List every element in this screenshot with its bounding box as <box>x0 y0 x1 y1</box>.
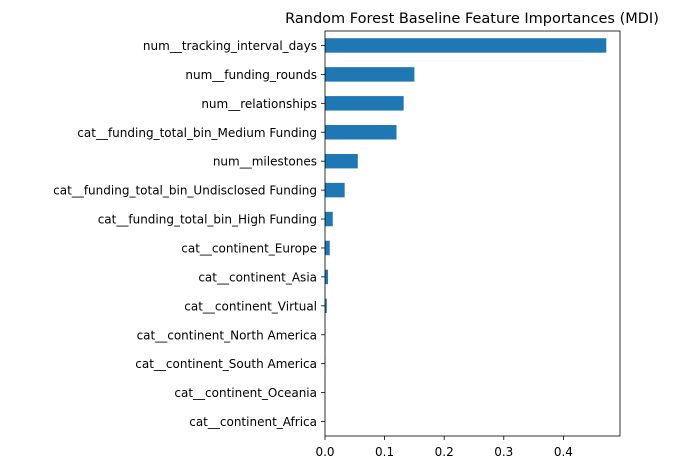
y-tick-label-cat-continent-europe: cat__continent_Europe <box>181 241 317 255</box>
y-tick-label-cat-funding-total-bin-high-funding: cat__funding_total_bin_High Funding <box>98 213 317 227</box>
y-tick-label-cat-continent-oceania: cat__continent_Oceania <box>174 386 317 400</box>
x-tick-label: 0.4 <box>554 445 573 459</box>
bar-cat-continent-asia <box>325 270 328 284</box>
y-tick-label-num-funding-rounds: num__funding_rounds <box>185 68 317 82</box>
y-tick-label-cat-funding-total-bin-medium-funding: cat__funding_total_bin_Medium Funding <box>77 126 317 140</box>
y-tick-label-cat-continent-africa: cat__continent_Africa <box>189 415 317 429</box>
y-tick-labels: num__tracking_interval_days num__funding_… <box>53 39 325 429</box>
axes-frame <box>325 31 620 436</box>
y-tick-label-cat-continent-south-america: cat__continent_South America <box>135 357 317 371</box>
bar-num-milestones <box>325 154 358 168</box>
bar-cat-funding-total-bin-undisclosed-funding <box>325 183 345 197</box>
y-tick-label-cat-continent-north-america: cat__continent_North America <box>137 328 317 342</box>
bar-cat-continent-europe <box>325 241 330 255</box>
y-tick-label-cat-funding-total-bin-undisclosed-funding: cat__funding_total_bin_Undisclosed Fundi… <box>53 184 317 198</box>
bar-num-tracking-interval-days <box>325 38 606 52</box>
y-tick-label-cat-continent-asia: cat__continent_Asia <box>198 270 317 284</box>
x-tick-label: 0.3 <box>494 445 513 459</box>
bar-cat-funding-total-bin-high-funding <box>325 212 333 226</box>
bar-cat-funding-total-bin-medium-funding <box>325 125 397 139</box>
x-tick-label: 0.1 <box>375 445 394 459</box>
x-ticks: 0.0 0.1 0.2 0.3 0.4 <box>315 436 572 459</box>
bar-num-relationships <box>325 96 404 110</box>
bar-num-funding-rounds <box>325 67 414 81</box>
bars-group <box>325 38 606 429</box>
x-tick-label: 0.2 <box>435 445 454 459</box>
plot-frame <box>325 31 620 436</box>
y-tick-label-num-relationships: num__relationships <box>201 97 317 111</box>
y-tick-label-cat-continent-virtual: cat__continent_Virtual <box>184 299 317 313</box>
y-tick-label-num-milestones: num__milestones <box>213 155 317 169</box>
x-tick-label: 0.0 <box>315 445 334 459</box>
y-tick-label-num-tracking-interval-days: num__tracking_interval_days <box>143 39 317 53</box>
chart-title: Random Forest Baseline Feature Importanc… <box>285 11 659 27</box>
